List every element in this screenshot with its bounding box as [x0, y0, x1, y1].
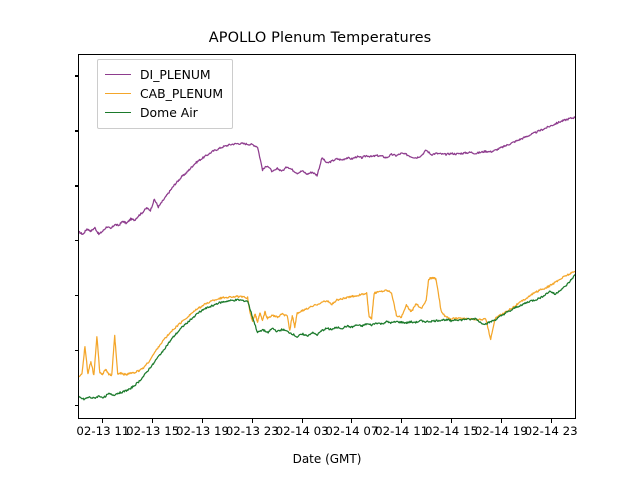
x-tick-label: 02-13 11	[76, 424, 130, 438]
x-tick-mark	[500, 419, 502, 423]
x-tick-label: 02-14 07	[325, 424, 379, 438]
legend-swatch-dome-air	[105, 112, 131, 113]
chart-title: APOLLO Plenum Temperatures	[208, 30, 432, 46]
x-tick-label: 02-14 19	[474, 424, 528, 438]
legend-label-dome-air: Dome Air	[140, 105, 198, 120]
x-tick-mark	[152, 419, 154, 423]
x-tick-label: 02-14 03	[275, 424, 329, 438]
x-tick-mark	[202, 419, 204, 423]
x-tick-mark	[351, 419, 353, 423]
x-tick-label: 02-14 15	[424, 424, 479, 438]
legend-swatch-di-plenum	[105, 74, 131, 75]
y-tick-mark	[74, 130, 78, 132]
legend-item: CAB_PLENUM	[105, 84, 223, 103]
x-axis-label: Date (GMT)	[292, 452, 362, 466]
x-tick-mark	[550, 419, 552, 423]
series-line-dome-air	[79, 274, 575, 401]
y-tick-mark	[74, 240, 78, 242]
legend-label-di-plenum: DI_PLENUM	[140, 67, 211, 82]
x-tick-label: 02-14 11	[375, 424, 429, 438]
legend-item: DI_PLENUM	[105, 65, 223, 84]
legend-label-cab-plenum: CAB_PLENUM	[140, 86, 224, 101]
x-tick-label: 02-13 23	[225, 424, 279, 438]
chart-legend: DI_PLENUM CAB_PLENUM Dome Air	[97, 59, 234, 129]
series-canvas	[79, 116, 575, 401]
legend-swatch-cab-plenum	[105, 93, 131, 94]
legend-item: Dome Air	[105, 103, 223, 122]
x-tick-mark	[102, 419, 104, 423]
x-tick-mark	[301, 419, 303, 423]
y-tick-mark	[74, 295, 78, 297]
x-tick-mark	[401, 419, 403, 423]
x-tick-mark	[251, 419, 253, 423]
x-tick-label: 02-14 23	[524, 424, 578, 438]
x-tick-mark	[451, 419, 453, 423]
x-tick-label: 02-13 15	[126, 424, 180, 438]
y-tick-mark	[74, 185, 78, 187]
y-tick-mark	[74, 75, 78, 77]
series-line-di-plenum	[79, 116, 575, 236]
series-line-cab-plenum	[79, 270, 575, 378]
y-tick-mark	[74, 405, 78, 407]
x-tick-label: 02-13 19	[175, 424, 230, 438]
y-tick-mark	[74, 350, 78, 352]
